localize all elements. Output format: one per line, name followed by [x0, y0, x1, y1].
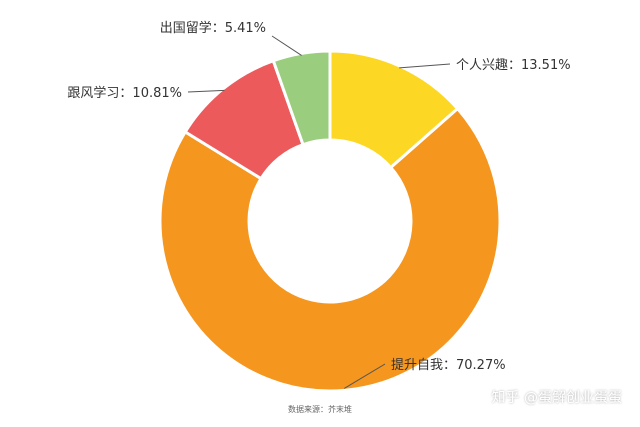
slice-label-个人兴趣: 个人兴趣：13.51%	[456, 58, 571, 73]
leader-line-个人兴趣	[399, 63, 451, 69]
slice-label-提升自我: 提升自我：70.27%	[391, 357, 506, 373]
leader-lines	[187, 35, 451, 389]
slice-提升自我	[158, 106, 502, 393]
leader-line-提升自我	[344, 363, 386, 389]
slice-label-出国留学: 出国留学：5.41%	[160, 20, 266, 36]
watermark-text: 知乎 @蛋解创业蛋蛋	[491, 390, 622, 406]
slice-label-跟风学习: 跟风学习：10.81%	[67, 85, 182, 101]
slices-group	[158, 49, 502, 393]
leader-line-跟风学习	[187, 89, 225, 93]
slice-labels: 个人兴趣：13.51% 提升自我：70.27% 跟风学习：10.81% 出国留学：5.…	[67, 20, 570, 373]
leader-line-出国留学	[271, 35, 302, 56]
source-note: 数据来源：芥末堆	[288, 404, 352, 414]
slice-出国留学	[271, 49, 332, 147]
